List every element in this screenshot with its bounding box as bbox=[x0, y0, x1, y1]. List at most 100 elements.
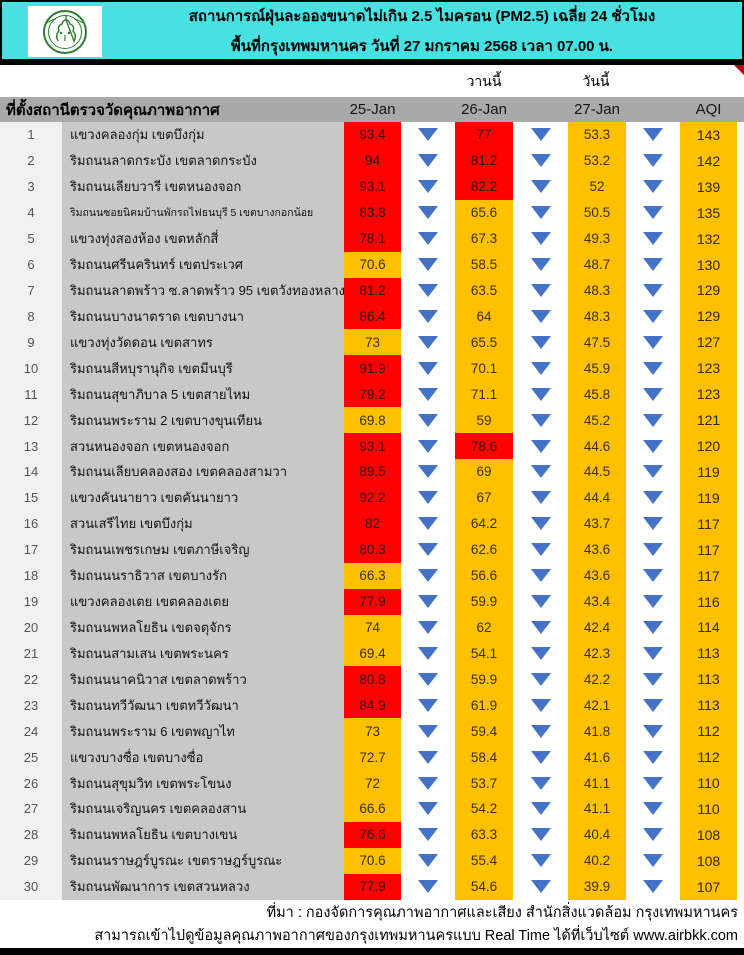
trend-down-icon bbox=[513, 536, 568, 563]
pm25-value-27jan: 43.6 bbox=[568, 536, 626, 563]
aqi-value: 142 bbox=[680, 147, 737, 174]
trend-down-icon bbox=[626, 640, 680, 667]
trend-down-icon bbox=[401, 821, 455, 848]
down-arrow-icon bbox=[643, 776, 663, 790]
down-arrow-icon bbox=[643, 309, 663, 323]
down-arrow-icon bbox=[418, 543, 438, 557]
yesterday-label: วานนี้ bbox=[466, 73, 502, 89]
row-end-spacer bbox=[737, 770, 744, 796]
row-end-spacer bbox=[737, 225, 744, 252]
station-name: ริมถนนเจริญนคร เขตคลองสาน bbox=[62, 795, 344, 822]
trend-down-icon bbox=[401, 510, 455, 537]
down-arrow-icon bbox=[530, 361, 551, 375]
table-row: 18 ริมถนนนราธิวาส เขตบางรัก 66.3 56.6 43.6 11… bbox=[0, 562, 744, 589]
station-name: ริมถนนพระราม 2 เขตบางขุนเทียน bbox=[62, 407, 344, 434]
down-arrow-icon bbox=[418, 750, 438, 764]
pm25-value-26jan: 53.7 bbox=[455, 770, 513, 796]
down-arrow-icon bbox=[530, 154, 551, 168]
table-row: 27 ริมถนนเจริญนคร เขตคลองสาน 66.6 54.2 41.1 1… bbox=[0, 795, 744, 822]
trend-down-icon bbox=[626, 303, 680, 330]
aqi-value: 113 bbox=[680, 640, 737, 667]
trend-down-icon bbox=[401, 251, 455, 278]
down-arrow-icon bbox=[418, 724, 438, 738]
trend-down-icon bbox=[626, 536, 680, 563]
pm25-value-26jan: 59.9 bbox=[455, 666, 513, 693]
pm25-value-26jan: 78.6 bbox=[455, 433, 513, 459]
row-number: 12 bbox=[0, 407, 62, 434]
pm25-value-27jan: 42.3 bbox=[568, 640, 626, 667]
row-number: 27 bbox=[0, 795, 62, 822]
trend-down-icon bbox=[626, 510, 680, 537]
down-arrow-icon bbox=[643, 620, 663, 634]
trend-down-icon bbox=[513, 173, 568, 200]
pm25-value-27jan: 48.7 bbox=[568, 251, 626, 278]
aqi-value: 117 bbox=[680, 536, 737, 563]
trend-down-icon bbox=[513, 795, 568, 822]
table-row: 14 ริมถนนเลียบคลองสอง เขตคลองสามวา 89.5 69 4… bbox=[0, 458, 744, 485]
pm25-value-26jan: 56.6 bbox=[455, 562, 513, 589]
row-number: 6 bbox=[0, 251, 62, 278]
pm25-value-27jan: 41.1 bbox=[568, 795, 626, 822]
down-arrow-icon bbox=[530, 724, 551, 738]
station-name: สวนหนองจอก เขตหนองจอก bbox=[62, 433, 344, 459]
row-number: 8 bbox=[0, 303, 62, 330]
table-row: 15 แขวงคันนายาว เขตคันนายาว 92.2 67 44.4 119 bbox=[0, 484, 744, 511]
station-name: แขวงบางซื่อ เขตบางซื่อ bbox=[62, 744, 344, 771]
down-arrow-icon bbox=[643, 828, 663, 842]
table-row: 29 ริมถนนราษฎร์บูรณะ เขตราษฎร์บูรณะ 70.6 55… bbox=[0, 847, 744, 874]
row-number: 4 bbox=[0, 199, 62, 226]
down-arrow-icon bbox=[530, 802, 551, 816]
pm25-value-25jan: 69.4 bbox=[344, 640, 401, 667]
trend-down-icon bbox=[513, 329, 568, 356]
trend-down-icon bbox=[626, 458, 680, 485]
trend-down-icon bbox=[401, 381, 455, 408]
trend-down-icon bbox=[401, 847, 455, 874]
station-name: ริมถนนลาดกระบัง เขตลาดกระบัง bbox=[62, 147, 344, 174]
down-arrow-icon bbox=[418, 491, 438, 505]
trend-down-icon bbox=[626, 795, 680, 822]
row-end-spacer bbox=[737, 614, 744, 641]
pm25-value-27jan: 41.8 bbox=[568, 718, 626, 745]
pm25-value-26jan: 69 bbox=[455, 458, 513, 485]
trend-down-icon bbox=[401, 277, 455, 304]
trend-down-icon bbox=[513, 692, 568, 719]
station-name: แขวงทุ่งสองห้อง เขตหลักสี่ bbox=[62, 225, 344, 252]
down-arrow-icon bbox=[530, 828, 551, 842]
pm25-value-25jan: 69.8 bbox=[344, 407, 401, 434]
trend-down-icon bbox=[626, 562, 680, 589]
trend-down-icon bbox=[626, 692, 680, 719]
pm25-value-25jan: 81.2 bbox=[344, 277, 401, 304]
down-arrow-icon bbox=[643, 517, 663, 531]
row-end-spacer bbox=[737, 484, 744, 511]
row-end-spacer bbox=[737, 199, 744, 226]
trend-down-icon bbox=[626, 277, 680, 304]
trend-down-icon bbox=[513, 718, 568, 745]
trend-down-icon bbox=[626, 225, 680, 252]
trend-down-icon bbox=[401, 199, 455, 226]
trend-down-icon bbox=[401, 122, 455, 148]
row-number: 7 bbox=[0, 277, 62, 304]
down-arrow-icon bbox=[530, 283, 551, 297]
down-arrow-icon bbox=[643, 491, 663, 505]
down-arrow-icon bbox=[530, 258, 551, 272]
row-number: 30 bbox=[0, 873, 62, 900]
station-name: ริมถนนพหลโยธิน เขตจตุจักร bbox=[62, 614, 344, 641]
pm25-value-27jan: 39.9 bbox=[568, 873, 626, 900]
table-row: 21 ริมถนนสามเสน เขตพระนคร 69.4 54.1 42.3 113 bbox=[0, 640, 744, 667]
trend-down-icon bbox=[626, 147, 680, 174]
trend-down-icon bbox=[401, 640, 455, 667]
trend-down-icon bbox=[513, 484, 568, 511]
aqi-value: 123 bbox=[680, 355, 737, 382]
table-row: 20 ริมถนนพหลโยธิน เขตจตุจักร 74 62 42.4 114 bbox=[0, 614, 744, 641]
trend-down-icon bbox=[401, 588, 455, 615]
station-name: ริมถนนซอยนิคมบ้านพักรถไฟธนบุรี 5 เขตบางก… bbox=[62, 199, 344, 226]
pm25-value-27jan: 49.3 bbox=[568, 225, 626, 252]
aqi-value: 129 bbox=[680, 303, 737, 330]
table-row: 17 ริมถนนเพชรเกษม เขตภาษีเจริญ 80.3 62.6 43.… bbox=[0, 536, 744, 563]
bma-logo bbox=[28, 6, 102, 57]
pm25-value-27jan: 44.4 bbox=[568, 484, 626, 511]
trend-down-icon bbox=[513, 510, 568, 537]
down-arrow-icon bbox=[418, 698, 438, 712]
station-table-body: 1 แขวงคลองกุ่ม เขตบึงกุ่ม 93.4 77 53.3 143 2 ริ… bbox=[0, 122, 744, 900]
station-name: ริมถนนทวีวัฒนา เขตทวีวัฒนา bbox=[62, 692, 344, 719]
